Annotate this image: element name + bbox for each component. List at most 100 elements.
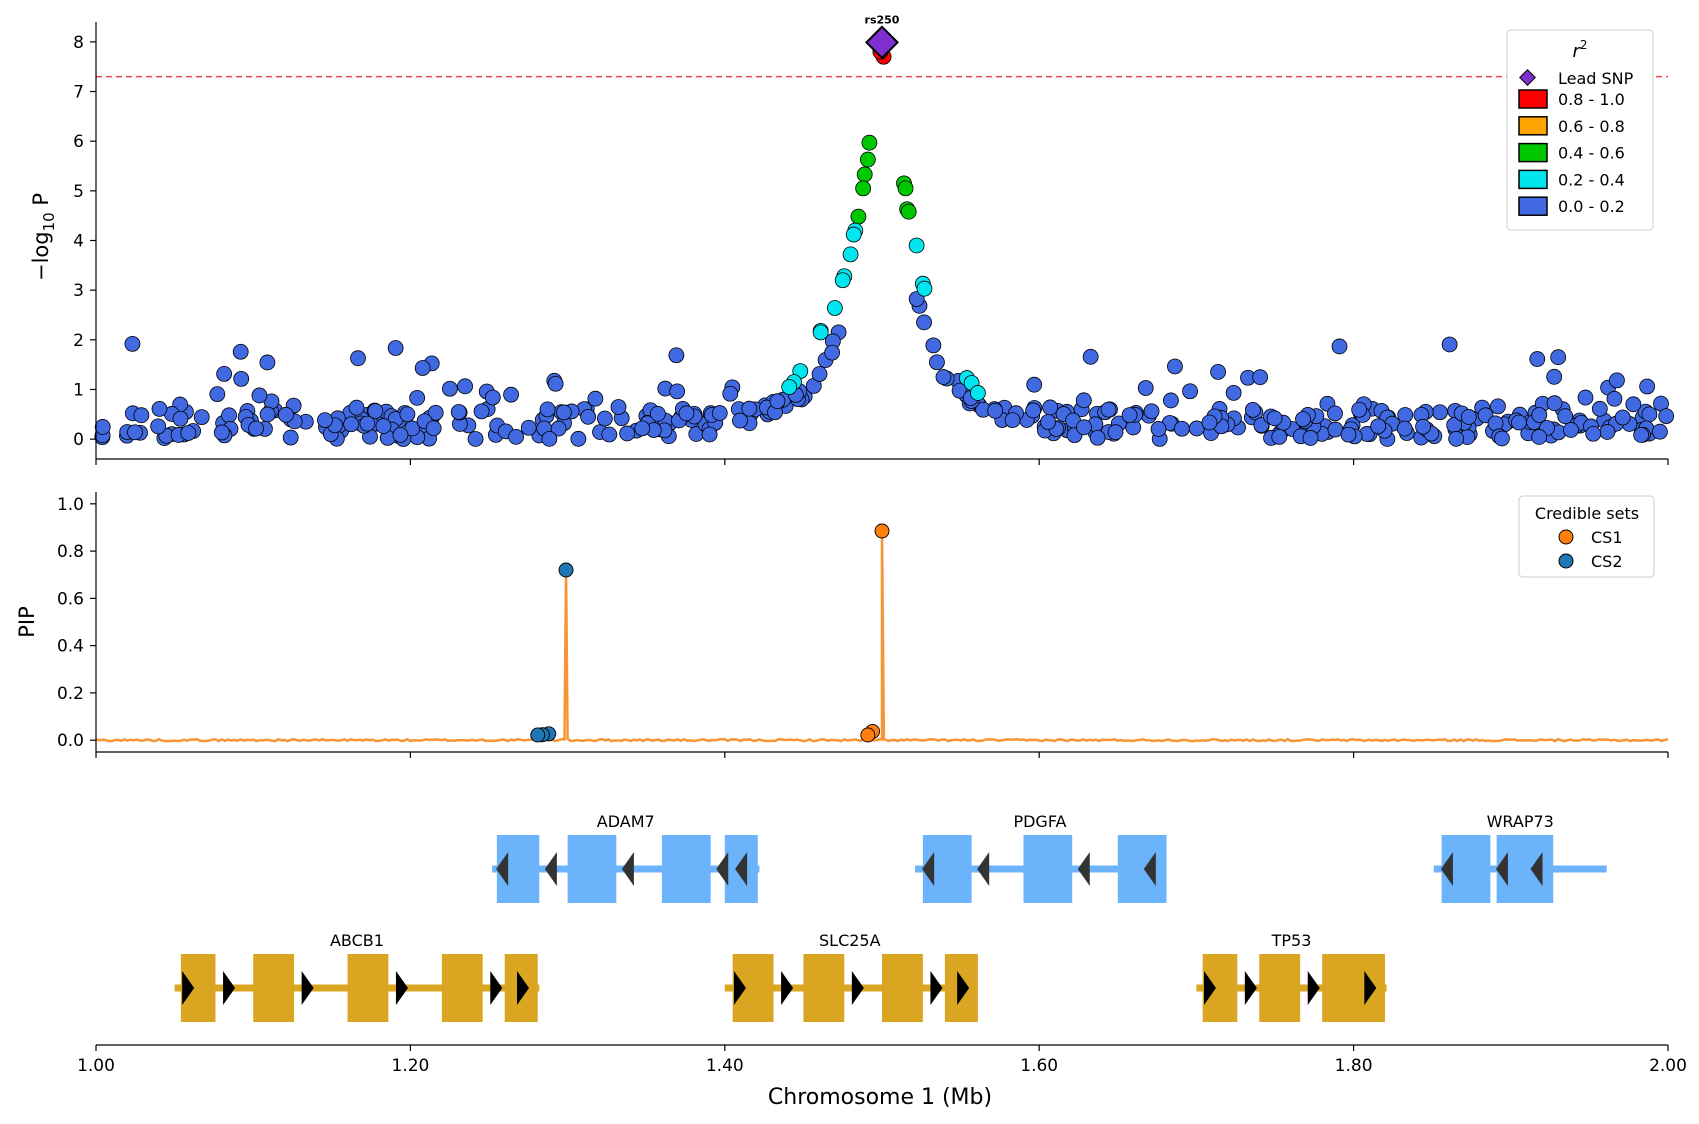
snp-point [348,399,365,416]
strand-arrow-left-icon [1077,852,1090,886]
snp-point [1340,426,1357,443]
snp-point [550,420,567,437]
pip-y-tick-label: 0.4 [57,637,84,657]
pip-y-tick-label: 0.2 [57,684,84,704]
snp-point [987,402,1004,419]
snp-point [350,350,366,367]
strand-arrow-right-icon [957,971,970,1005]
strand-arrow-right-icon [490,971,503,1005]
snp-point [555,404,572,421]
r2-legend-swatch [1518,89,1548,109]
gene-track-axes: 1.00 1.20 1.40 1.60 1.80 2.00 [77,1044,1687,1076]
snp-point [127,424,143,441]
association-y-tick-label: 1 [73,380,84,400]
snp-point [151,401,168,417]
snp-point [1075,392,1092,409]
association-axes: 0 1 2 3 4 5 6 7 8 [73,22,1669,465]
cs1-legend-label: CS1 [1591,528,1623,547]
snp-point [467,431,484,447]
snp-point [1490,398,1506,415]
snp-point [1351,401,1368,418]
strand-arrow-right-icon [1244,971,1257,1005]
snp-point [1121,407,1138,424]
snp-point [619,425,636,442]
snp-point [1585,425,1602,442]
snp-point [1004,412,1021,429]
strand-arrow-right-icon [395,971,408,1005]
snp-point [1494,430,1510,447]
x-tick-label: 1.40 [706,1056,744,1076]
snp-point [1550,349,1567,366]
r2-legend-swatch [1518,142,1548,163]
pip-y-tick-label: 0.8 [57,542,84,562]
snp-point [1606,390,1623,407]
snp-point [1182,383,1198,400]
snp-point [251,387,268,404]
pip-axes: 0.0 0.2 0.4 0.6 0.8 1.0 [57,492,1669,758]
snp-point [425,420,442,437]
snp-point [359,415,376,432]
snp-point [1639,378,1656,395]
pip-y-tick-label: 0.0 [57,731,84,751]
gene-label: WRAP73 [1487,812,1554,831]
gene-exon [1259,954,1301,1022]
credible-set-point-cs2 [558,562,574,578]
snp-point [392,426,409,443]
strand-arrow-right-icon [1307,971,1320,1005]
strand-arrow-right-icon [930,971,943,1005]
snp-point [259,406,276,423]
gene-label: SLC25A [819,931,881,950]
snp-point [547,375,564,392]
lead-snp: rs250 [865,13,900,60]
strand-arrow-left-icon [735,852,748,886]
snp-point [1042,399,1059,416]
association-y-tick-label: 3 [73,281,84,301]
snp-point [1641,406,1658,423]
snp-point [1076,419,1092,436]
snp-point [741,400,758,417]
strand-arrow-right-icon [517,971,530,1005]
credible-sets-legend-title: Credible sets [1535,504,1639,523]
strand-arrow-right-icon [223,971,236,1005]
association-y-tick-label: 4 [73,232,84,252]
snp-point [414,360,431,376]
strand-arrow-right-icon [851,971,864,1005]
snp-point [94,419,111,435]
snp-point [1609,372,1625,389]
gene-pdgfa: PDGFA [915,812,1167,903]
association-y-tick-label: 5 [73,182,84,202]
snp-point [221,407,237,424]
snp-point [1415,418,1431,435]
credible-set-points [530,523,890,743]
snp-point [520,419,537,436]
snp-point [1651,423,1668,440]
snp-point [587,390,604,407]
snp-point [1432,404,1448,421]
snp-point [1591,400,1608,417]
snp-point-peak [855,180,872,197]
gene-exon [1117,835,1167,903]
credible-sets-legend-box [1518,495,1655,578]
pip-y-axis-title: PIP [15,606,39,638]
snp-point [233,370,250,387]
snp-point-peak [861,134,878,151]
snp-point [541,430,558,447]
r2-legend-label: 0.2 - 0.4 [1558,170,1625,189]
snp-point-peak [845,226,862,243]
snp-point [1327,405,1343,422]
snp-point-peak [826,300,843,316]
snp-point-peak [916,280,933,297]
snp-point [1082,348,1099,365]
snp-point [209,386,226,403]
snp-point [1266,410,1283,427]
snp-point [1546,368,1563,385]
snp-point [596,410,613,427]
snp-point [580,408,597,425]
snp-point [1143,403,1160,420]
cs2-legend-label: CS2 [1591,552,1623,571]
cs2-legend-marker [1558,553,1574,569]
snp-point-peak [900,203,917,220]
r2-legend-bins: 0.8 - 1.0 0.6 - 0.8 0.4 - 0.6 0.2 - 0.4 0.0 … [1518,89,1625,216]
snp-point [387,340,404,356]
snp-point-peak [859,151,876,168]
